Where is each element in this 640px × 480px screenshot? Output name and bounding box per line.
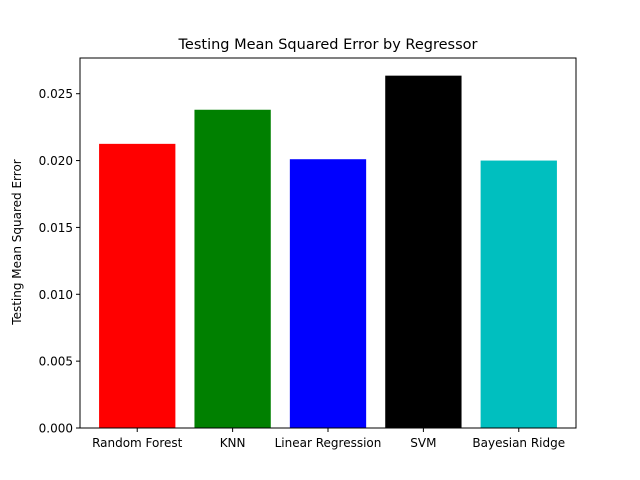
x-tick-label: Random Forest	[92, 436, 183, 450]
bars-group	[99, 75, 557, 429]
y-tick-label: 0.005	[39, 355, 73, 369]
x-tick-label: SVM	[410, 436, 436, 450]
y-tick-label: 0.000	[39, 422, 73, 436]
y-tick-label: 0.025	[39, 87, 73, 101]
plot-frame	[79, 57, 577, 429]
y-tick-label: 0.015	[39, 221, 73, 235]
y-axis-ticks: 0.000 0.005 0.010 0.015 0.020 0.025	[39, 87, 80, 436]
x-tick-label: KNN	[220, 436, 246, 450]
y-tick-label: 0.020	[39, 154, 73, 168]
x-tick-label: Bayesian Ridge	[472, 436, 565, 450]
bar-random-forest	[99, 143, 176, 429]
bar-bayesian-ridge	[480, 160, 557, 428]
y-tick-label: 0.010	[39, 288, 73, 302]
y-axis-label: Testing Mean Squared Error	[10, 159, 24, 326]
bar-knn	[194, 109, 271, 429]
chart-title: Testing Mean Squared Error by Regressor	[178, 37, 478, 53]
bar-svm	[385, 75, 462, 429]
bar-linear-regression	[289, 159, 367, 428]
x-tick-label: Linear Regression	[275, 436, 382, 450]
x-axis-ticks: Random Forest KNN Linear Regression SVM Baye…	[92, 428, 565, 450]
